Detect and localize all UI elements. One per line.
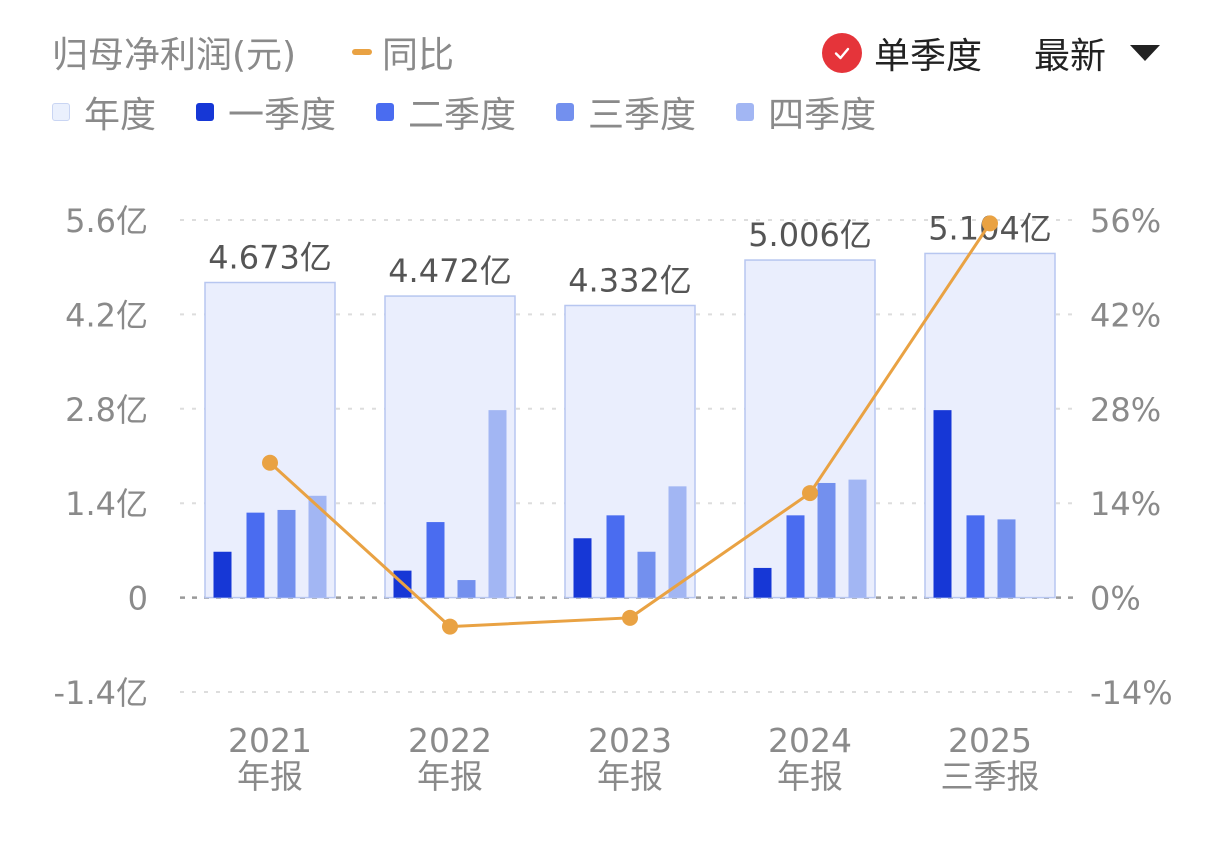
sort-dropdown[interactable]: 最新 bbox=[1034, 27, 1161, 79]
legend-label-q1: 一季度 bbox=[228, 95, 337, 136]
annual-value-label: 4.673亿 bbox=[208, 239, 332, 277]
quarter-bar-q1 bbox=[933, 410, 952, 598]
yoy-line-icon bbox=[352, 49, 372, 55]
legend-item-annual[interactable]: 年度 bbox=[52, 86, 156, 138]
quarter-bar-q2 bbox=[246, 512, 265, 598]
x-tick-label: 2025 bbox=[948, 721, 1032, 760]
y-left-tick-label: 1.4亿 bbox=[65, 485, 148, 523]
x-tick-label: 三季报 bbox=[941, 757, 1040, 796]
yoy-legend: 同比 bbox=[352, 26, 454, 78]
caret-down-icon[interactable] bbox=[1130, 45, 1161, 61]
x-tick-label: 年报 bbox=[237, 757, 303, 796]
x-tick-label: 年报 bbox=[777, 757, 843, 796]
sort-dropdown-label[interactable]: 最新 bbox=[1034, 36, 1107, 77]
y-right-tick-label: 14% bbox=[1090, 485, 1161, 523]
quarter-bar-q1 bbox=[573, 538, 592, 598]
quarter-bar-q4 bbox=[488, 410, 507, 598]
y-left-tick-label: -1.4亿 bbox=[54, 674, 148, 712]
quarter-bar-q2 bbox=[786, 515, 805, 598]
y-left-tick-label: 4.2亿 bbox=[65, 296, 148, 334]
x-tick-label: 年报 bbox=[417, 757, 483, 796]
y-right-tick-label: 42% bbox=[1090, 296, 1161, 334]
quarter-bar-q2 bbox=[966, 515, 985, 598]
y-left-tick-label: 0 bbox=[128, 580, 148, 618]
y-right-tick-label: -14% bbox=[1090, 674, 1173, 712]
single-quarter-toggle[interactable]: 单季度 bbox=[822, 27, 982, 79]
legend-label-q3: 三季度 bbox=[588, 95, 697, 136]
quarter-bar-q1 bbox=[213, 551, 232, 598]
annual-value-label: 4.332亿 bbox=[568, 261, 692, 299]
quarter-bar-q3 bbox=[457, 580, 476, 598]
yoy-point bbox=[982, 215, 998, 232]
quarter-bar-q2 bbox=[426, 522, 445, 598]
legend-swatch-q2 bbox=[376, 103, 395, 121]
y-right-tick-label: 56% bbox=[1090, 202, 1161, 240]
quarter-bar-q3 bbox=[637, 551, 656, 598]
legend-item-q3[interactable]: 三季度 bbox=[556, 86, 696, 138]
y-right-tick-label: 0% bbox=[1090, 580, 1141, 618]
quarter-bar-q1 bbox=[753, 567, 772, 598]
chart-title: 归母净利润(元) bbox=[52, 35, 297, 76]
x-tick-label: 2022 bbox=[408, 721, 492, 760]
quarter-bar-q3 bbox=[817, 482, 836, 598]
legend-label-annual: 年度 bbox=[84, 95, 157, 136]
quarter-bar-q4 bbox=[848, 479, 867, 598]
y-left-tick-label: 2.8亿 bbox=[65, 391, 148, 429]
yoy-point bbox=[262, 454, 278, 471]
quarter-bar-q4 bbox=[308, 495, 327, 598]
series-legend: 年度 一季度 二季度 三季度 四季度 bbox=[52, 86, 916, 138]
yoy-legend-label: 同比 bbox=[382, 35, 455, 76]
legend-swatch-q3 bbox=[556, 103, 575, 121]
quarter-bar-q3 bbox=[277, 509, 296, 598]
legend-label-q4: 四季度 bbox=[768, 95, 877, 136]
x-tick-label: 2024 bbox=[768, 721, 852, 760]
quarter-bar-q3 bbox=[997, 519, 1016, 598]
annual-value-label: 5.006亿 bbox=[748, 216, 872, 254]
quarter-bar-q2 bbox=[606, 515, 625, 598]
x-tick-label: 2023 bbox=[588, 721, 672, 760]
single-quarter-label[interactable]: 单季度 bbox=[874, 36, 983, 77]
legend-label-q2: 二季度 bbox=[408, 95, 517, 136]
x-tick-label: 2021 bbox=[228, 721, 312, 760]
yoy-point bbox=[442, 618, 458, 635]
x-tick-label: 年报 bbox=[597, 757, 663, 796]
legend-swatch-q4 bbox=[736, 103, 755, 121]
legend-swatch-annual bbox=[52, 103, 70, 121]
chart-header: 归母净利润(元) 同比 单季度 最新 年度 一季度 二季度 三季度 bbox=[0, 0, 1224, 150]
legend-swatch-q1 bbox=[196, 103, 215, 121]
y-right-tick-label: 28% bbox=[1090, 391, 1161, 429]
yoy-point bbox=[622, 609, 638, 626]
quarter-bar-q4 bbox=[668, 486, 687, 598]
yoy-point bbox=[802, 485, 818, 502]
legend-item-q2[interactable]: 二季度 bbox=[376, 86, 516, 138]
checkmark-icon[interactable] bbox=[822, 33, 862, 73]
legend-item-q1[interactable]: 一季度 bbox=[196, 86, 336, 138]
y-left-tick-label: 5.6亿 bbox=[65, 202, 148, 240]
legend-item-q4[interactable]: 四季度 bbox=[736, 86, 876, 138]
annual-value-label: 4.472亿 bbox=[388, 252, 512, 290]
